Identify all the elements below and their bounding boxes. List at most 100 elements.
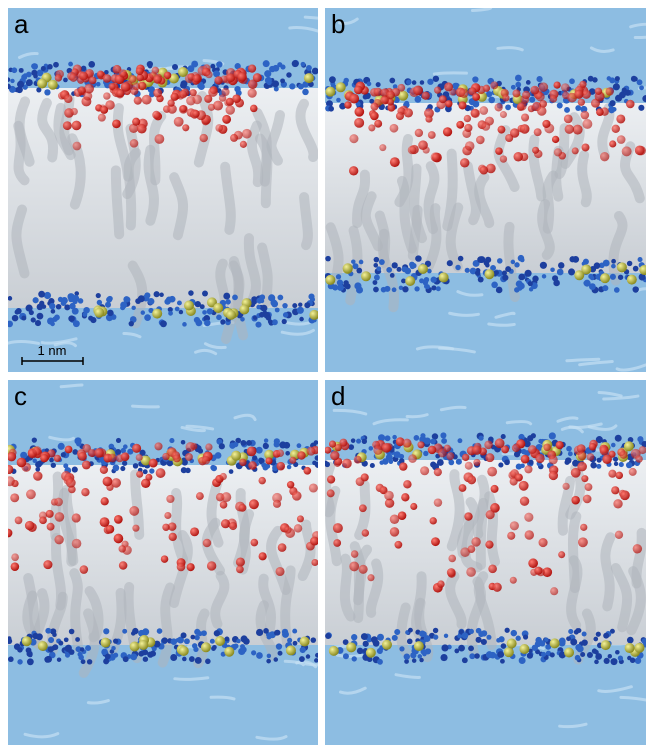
peptide-atom (172, 454, 181, 463)
headgroup-atom (48, 298, 55, 305)
panel-frame: c (8, 380, 318, 745)
headgroup-atom (235, 437, 242, 444)
phosphorus (231, 450, 242, 461)
headgroup-atom (500, 434, 506, 440)
peptide-atom (580, 110, 590, 120)
peptide-atom (113, 533, 124, 544)
headgroup-atom (88, 315, 94, 321)
peptide-atom (43, 560, 53, 570)
headgroup-atom (33, 73, 38, 79)
lipid-tail (474, 172, 495, 229)
headgroup-atom (216, 314, 222, 321)
peptide-atom (221, 87, 230, 97)
headgroup-atom (613, 287, 620, 293)
headgroup-atom (391, 634, 398, 641)
headgroup-atom (8, 77, 11, 82)
phosphorus (140, 455, 151, 466)
peptide-atom (218, 94, 227, 102)
headgroup-atom (17, 80, 25, 88)
headgroup-atom (611, 107, 617, 112)
peptide-atom (100, 105, 109, 114)
phosphorus (226, 309, 237, 320)
headgroup-atom (369, 98, 375, 104)
peptide-atom (32, 446, 42, 456)
peptide-atom (577, 451, 587, 461)
peptide-atom (248, 499, 259, 510)
headgroup-atom (252, 315, 258, 320)
headgroup-atom (232, 294, 238, 301)
headgroup-atom (122, 628, 128, 634)
phosphorus (361, 271, 372, 282)
headgroup-atom (273, 629, 280, 636)
peptide-atom (118, 69, 128, 78)
peptide-atom (54, 534, 64, 545)
peptide-atom (619, 490, 630, 501)
peptide-atom (438, 95, 447, 104)
headgroup-atom (68, 61, 73, 67)
water-ripple (233, 413, 257, 422)
peptide-atom (83, 91, 93, 101)
headgroup-atom (392, 84, 398, 89)
peptide-atom (297, 451, 306, 460)
headgroup-atom (142, 469, 148, 475)
peptide-atom (437, 448, 447, 458)
phosphorus (626, 274, 637, 285)
lipid-tail (169, 172, 188, 241)
panel: a (8, 8, 318, 372)
headgroup-atom (262, 60, 270, 68)
headgroup-atom (8, 83, 11, 90)
peptide-atom (479, 165, 489, 175)
lipid-tail (37, 97, 59, 163)
headgroup-atom (161, 637, 168, 644)
headgroup-atom (49, 457, 54, 463)
water-ripple (394, 673, 421, 679)
lipid-tail (325, 461, 335, 518)
peptide-atom (192, 74, 201, 83)
headgroup-atom (304, 302, 311, 309)
peptide-atom (129, 123, 139, 133)
phosphorus (549, 638, 560, 649)
peptide-atom (616, 135, 626, 144)
peptide-atom (306, 446, 316, 456)
headgroup-atom (107, 309, 114, 317)
peptide-atom (445, 100, 453, 108)
peptide-atom (490, 503, 500, 513)
headgroup-atom (515, 81, 522, 88)
peptide-atom (182, 124, 190, 132)
lipid-tail (69, 568, 84, 653)
headgroup-atom (216, 61, 223, 68)
peptide-atom (579, 80, 587, 88)
headgroup-atom (351, 259, 356, 264)
lipid-tail (466, 576, 486, 659)
headgroup-atom (615, 94, 623, 102)
headgroup-atom (264, 76, 272, 84)
headgroup-atom (273, 657, 279, 662)
peptide-atom (276, 461, 286, 471)
headgroup-atom (377, 434, 386, 442)
headgroup-atom (378, 259, 385, 265)
headgroup-atom (529, 96, 536, 103)
lipid-tail (325, 222, 344, 289)
peptide-atom (102, 74, 112, 83)
headgroup-atom (485, 651, 493, 659)
peptide-atom (397, 511, 407, 520)
peptide-atom (580, 523, 588, 531)
headgroup-atom (373, 274, 380, 281)
headgroup-atom (433, 634, 439, 640)
headgroup-atom (286, 464, 292, 470)
headgroup-atom (17, 659, 23, 665)
headgroup-atom (26, 658, 34, 666)
headgroup-atom (266, 653, 272, 659)
headgroup-atom (210, 464, 216, 471)
headgroup-atom (627, 655, 632, 661)
headgroup-atom (419, 80, 425, 85)
peptide-atom (88, 76, 97, 85)
peptide-atom (614, 530, 624, 539)
headgroup-atom (592, 77, 598, 83)
headgroup-atom (376, 266, 382, 272)
peptide-atom (373, 87, 383, 97)
peptide-atom (102, 476, 113, 487)
headgroup-atom (174, 306, 180, 312)
peptide-atom (386, 90, 395, 100)
headgroup-atom (156, 628, 163, 634)
